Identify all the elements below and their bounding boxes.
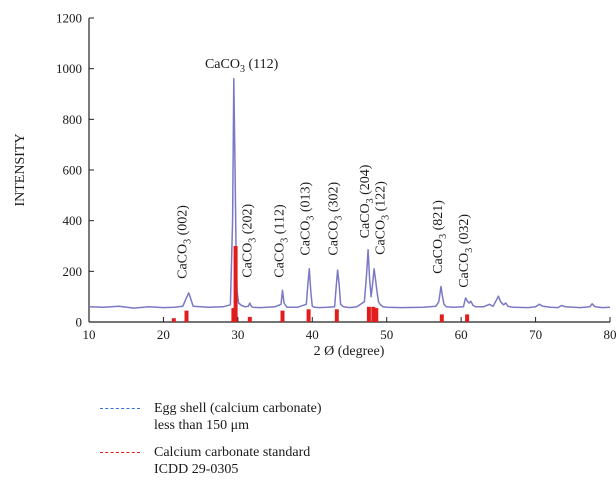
series-line-egg-shell bbox=[88, 78, 611, 309]
legend-item-sample: Egg shell (calcium carbonate) less than … bbox=[100, 400, 322, 434]
standard-stick-bar bbox=[366, 306, 371, 322]
y-tick-label: 800 bbox=[63, 112, 83, 127]
x-tick-label: 70 bbox=[529, 327, 542, 342]
legend-label-standard: Calcium carbonate standard ICDD 29-0305 bbox=[154, 445, 311, 477]
y-tick-label: 400 bbox=[63, 213, 83, 228]
standard-stick-bar bbox=[280, 310, 285, 322]
x-tick-label: 80 bbox=[604, 327, 616, 342]
x-tick-label: 50 bbox=[380, 327, 393, 342]
x-tick-label: 10 bbox=[83, 327, 96, 342]
standard-stick-bar bbox=[334, 309, 339, 322]
x-tick-label: 60 bbox=[455, 327, 468, 342]
standard-stick-bar bbox=[439, 314, 444, 322]
y-axis-title: INTENSITY bbox=[13, 133, 28, 206]
peak-label: CaCO3 (821) bbox=[431, 200, 449, 274]
peak-label: CaCO3 (013) bbox=[298, 181, 316, 255]
peak-label: CaCO3 (002) bbox=[176, 205, 194, 279]
peak-label: CaCO3 (112) bbox=[205, 57, 279, 75]
peak-label: CaCO3 (112) bbox=[272, 204, 290, 278]
legend-item-standard: Calcium carbonate standard ICDD 29-0305 bbox=[100, 444, 322, 478]
x-tick-label: 20 bbox=[157, 327, 170, 342]
y-tick-label: 600 bbox=[63, 163, 83, 178]
standard-stick-bar bbox=[233, 246, 238, 322]
standard-stick-bar bbox=[171, 318, 176, 322]
y-tick-label: 1200 bbox=[56, 11, 82, 26]
legend: Egg shell (calcium carbonate) less than … bbox=[100, 400, 322, 488]
legend-label-sample: Egg shell (calcium carbonate) less than … bbox=[154, 401, 322, 433]
standard-stick-bar bbox=[231, 308, 236, 322]
x-axis-title: 2 Ø (degree) bbox=[314, 344, 385, 359]
legend-swatch-sample bbox=[100, 408, 140, 409]
standard-stick-bar bbox=[247, 316, 252, 322]
x-tick-label: 40 bbox=[306, 327, 319, 342]
peak-label: CaCO3 (122) bbox=[374, 181, 392, 255]
standard-stick-bar bbox=[184, 310, 189, 322]
peak-label-layer: CaCO3 (112) CaCO3 (002) CaCO3 (202) CaCO3 (… bbox=[176, 57, 475, 288]
peak-label: CaCO3 (302) bbox=[327, 181, 345, 255]
peak-label: CaCO3 (032) bbox=[457, 214, 475, 288]
x-tick-label: 30 bbox=[231, 327, 244, 342]
standard-stick-bar bbox=[374, 308, 379, 322]
standard-stick-bar bbox=[371, 306, 376, 322]
peak-label: CaCO3 (202) bbox=[240, 204, 258, 278]
peak-label: CaCO3 (204) bbox=[358, 164, 376, 238]
legend-swatch-standard bbox=[100, 452, 140, 453]
y-tick-label: 1000 bbox=[56, 61, 82, 76]
standard-stick-bar bbox=[465, 314, 470, 322]
y-tick-label: 0 bbox=[76, 315, 83, 330]
data-layer bbox=[88, 78, 611, 322]
standard-stick-bar bbox=[306, 309, 311, 322]
y-tick-label: 200 bbox=[63, 264, 83, 279]
